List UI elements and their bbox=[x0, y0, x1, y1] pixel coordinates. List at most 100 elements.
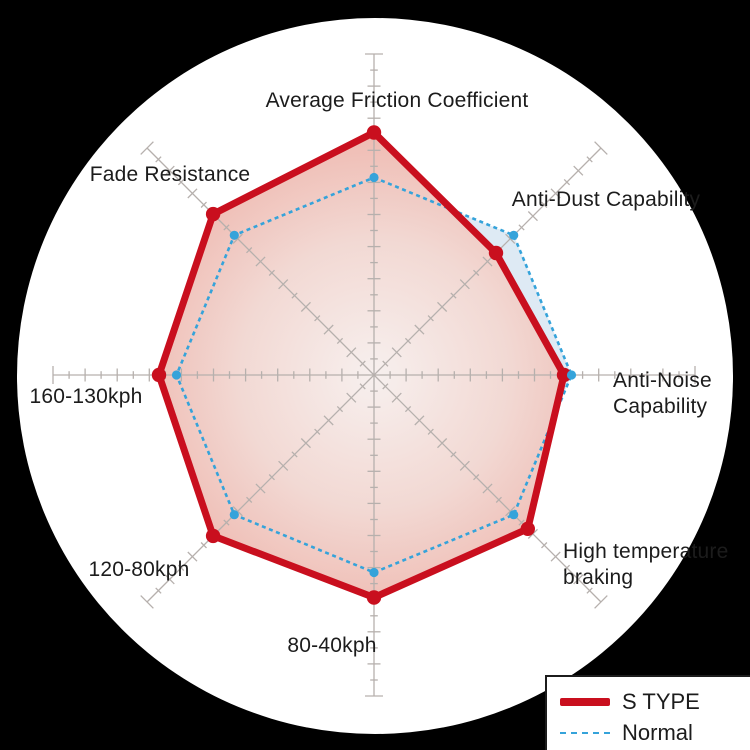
tick-mark bbox=[382, 383, 389, 390]
axis-label-text: Average Friction Coefficient bbox=[265, 89, 529, 112]
s-type-data-point bbox=[366, 590, 382, 605]
axis-label-high-temperature-braking: High temperature braking bbox=[563, 539, 728, 591]
tick-mark bbox=[155, 587, 162, 594]
tick-mark bbox=[164, 165, 175, 176]
tick-mark bbox=[268, 474, 275, 481]
tick-mark bbox=[404, 405, 412, 413]
tick-mark bbox=[291, 292, 298, 299]
tick-mark bbox=[594, 595, 608, 609]
legend-item-normal: Normal bbox=[560, 717, 750, 748]
tick-mark bbox=[291, 451, 298, 458]
tick-mark bbox=[187, 188, 198, 199]
tick-mark bbox=[155, 156, 162, 163]
legend: S TYPE Normal bbox=[545, 675, 750, 750]
tick-mark bbox=[255, 483, 266, 494]
normal-data-point bbox=[229, 510, 239, 520]
tick-mark bbox=[140, 141, 154, 155]
tick-mark bbox=[223, 519, 230, 526]
axis-label-text: Anti-Dust Capability bbox=[511, 188, 701, 211]
grid bbox=[52, 53, 696, 697]
tick-mark bbox=[527, 211, 538, 222]
tick-mark bbox=[391, 392, 402, 403]
tick-mark bbox=[164, 574, 175, 585]
tick-mark bbox=[246, 496, 253, 503]
tick-mark bbox=[594, 141, 608, 155]
s-type-data-point bbox=[488, 245, 504, 261]
normal-data-point bbox=[369, 567, 379, 578]
tick-mark bbox=[573, 165, 584, 176]
axis-label-text: Anti-Noise bbox=[613, 369, 712, 392]
legend-label: Normal bbox=[622, 719, 693, 745]
tick-mark bbox=[359, 360, 366, 367]
tick-mark bbox=[495, 496, 502, 503]
tick-mark bbox=[473, 474, 480, 481]
tick-mark bbox=[450, 292, 457, 299]
normal-data-point bbox=[229, 230, 239, 240]
tick-mark bbox=[550, 188, 561, 199]
tick-mark bbox=[563, 564, 571, 572]
axis-label-80-40kph: 80-40kph bbox=[287, 633, 376, 659]
tick-mark bbox=[414, 415, 425, 426]
tick-mark bbox=[459, 279, 470, 290]
tick-mark bbox=[200, 542, 207, 549]
tick-mark bbox=[573, 574, 584, 585]
tick-mark bbox=[541, 542, 548, 549]
tick-mark bbox=[482, 256, 493, 267]
normal-data-point bbox=[369, 172, 379, 183]
tick-mark bbox=[323, 415, 334, 426]
tick-mark bbox=[300, 301, 311, 312]
normal-data-point bbox=[171, 370, 182, 380]
tick-mark bbox=[505, 233, 516, 244]
legend-item-s-type: S TYPE bbox=[560, 686, 750, 717]
axis-label-text: 160-130kph bbox=[29, 385, 143, 408]
normal-data-point bbox=[509, 230, 519, 240]
normal-line-swatch bbox=[560, 731, 610, 734]
axis-label-text: Fade Resistance bbox=[89, 163, 251, 186]
axis-label-text: 120-80kph bbox=[88, 558, 190, 581]
tick-mark bbox=[346, 347, 357, 358]
axis-label-text: High temperature bbox=[563, 540, 729, 563]
normal-data-point bbox=[566, 370, 577, 380]
tick-mark bbox=[382, 360, 389, 367]
axis-label-120-80kph: 120-80kph bbox=[88, 557, 189, 583]
tick-mark bbox=[459, 460, 470, 471]
tick-mark bbox=[473, 269, 480, 276]
s-type-data-point bbox=[205, 206, 221, 222]
tick-mark bbox=[427, 315, 434, 322]
tick-mark bbox=[246, 247, 253, 254]
axis-label-anti-dust: Anti-Dust Capability bbox=[512, 187, 700, 213]
tick-mark bbox=[518, 519, 525, 526]
tick-mark bbox=[255, 256, 266, 267]
tick-mark bbox=[563, 178, 571, 186]
tick-mark bbox=[450, 451, 457, 458]
tick-mark bbox=[177, 564, 185, 572]
s-type-data-point bbox=[151, 367, 167, 383]
tick-mark bbox=[336, 337, 344, 345]
tick-mark bbox=[427, 428, 434, 435]
tick-mark bbox=[541, 201, 548, 208]
axis-label-text: Capability bbox=[613, 395, 708, 418]
tick-mark bbox=[586, 587, 593, 594]
tick-mark bbox=[323, 324, 334, 335]
axis-label-fade-resistance: Fade Resistance bbox=[90, 162, 251, 188]
s-type-data-point bbox=[556, 367, 572, 383]
tick-mark bbox=[505, 506, 516, 517]
tick-mark bbox=[187, 551, 198, 562]
tick-mark bbox=[278, 279, 289, 290]
axis-label-text: 80-40kph bbox=[287, 634, 377, 657]
tick-mark bbox=[300, 438, 311, 449]
axis-label-text: braking bbox=[563, 566, 634, 589]
tick-mark bbox=[518, 224, 525, 231]
tick-mark bbox=[414, 324, 425, 335]
s-type-data-point bbox=[205, 528, 221, 544]
tick-mark bbox=[223, 224, 230, 231]
tick-mark bbox=[437, 301, 448, 312]
tick-mark bbox=[586, 156, 593, 163]
tick-mark bbox=[232, 233, 243, 244]
tick-mark bbox=[200, 201, 207, 208]
normal-data-point bbox=[509, 510, 519, 520]
tick-mark bbox=[404, 337, 412, 345]
tick-mark bbox=[140, 595, 154, 609]
tick-mark bbox=[278, 460, 289, 471]
